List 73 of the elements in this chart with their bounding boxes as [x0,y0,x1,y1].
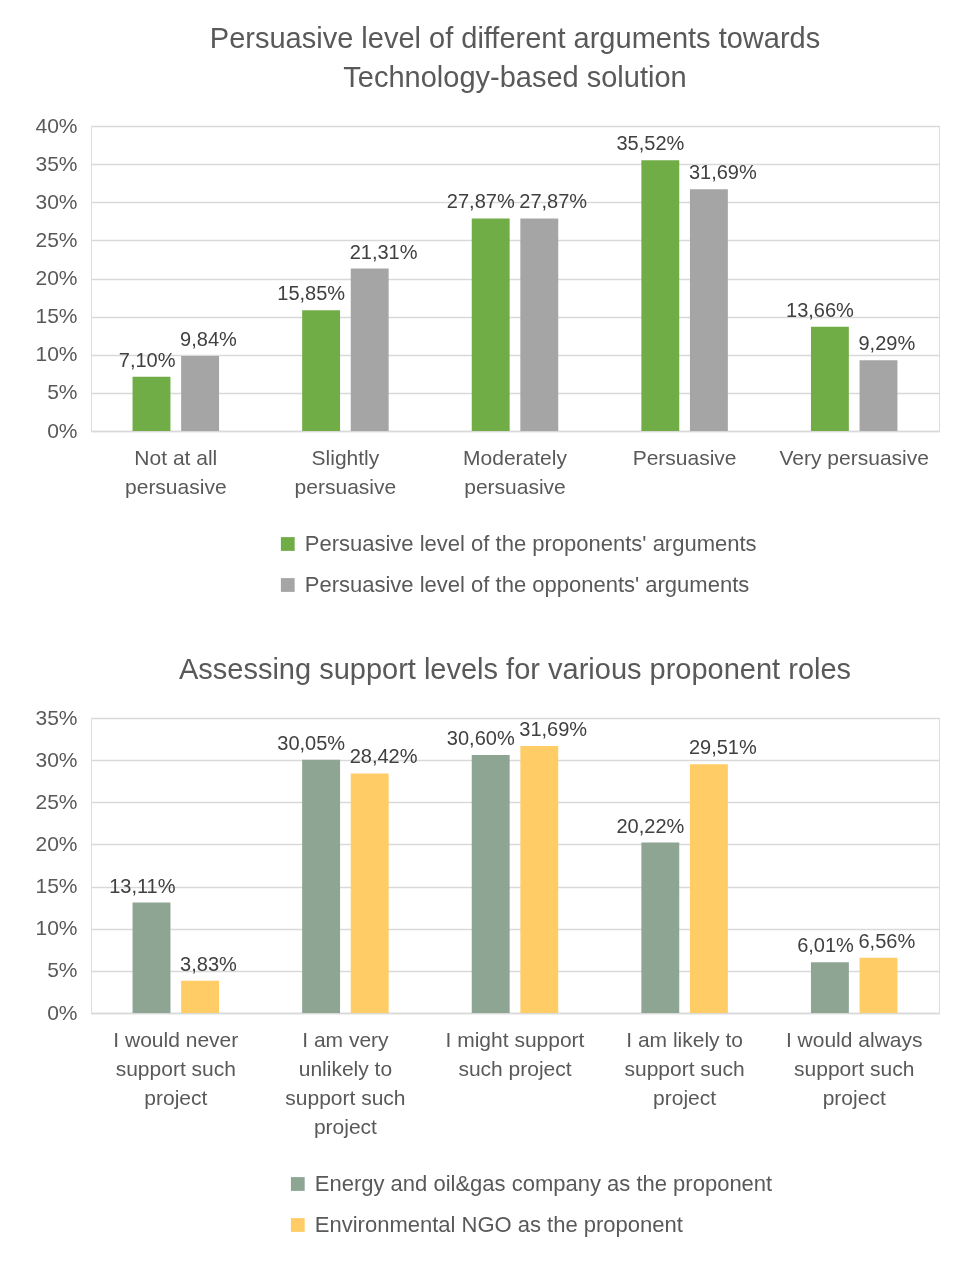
x-tick-label: I am very unlikely to support such project [285,1027,406,1138]
y-tick-label: 20% [35,266,78,289]
x-tick-label: I might support such project [445,1027,585,1080]
bar [181,355,220,431]
data-label: 30,60% [446,727,515,750]
bar [132,376,171,431]
bar [181,980,220,1013]
y-tick-label: 10% [35,916,78,940]
y-tick-label: 25% [35,227,78,251]
legend-label: Persuasive level of the opponents' arguments [304,572,750,597]
bar [859,360,898,431]
y-tick-label: 25% [35,789,78,813]
y-tick-label: 35% [35,705,78,729]
y-tick-label: 0% [47,418,78,442]
x-tick-label: I would always support such project [785,1027,923,1109]
y-tick-label: 5% [47,380,78,404]
legend-label: Persuasive level of the proponents' arguments [304,531,757,556]
data-label: 27,87% [446,190,515,213]
y-tick-label: 15% [35,304,78,328]
y-tick-label: 35% [35,151,78,175]
bar [520,745,559,1013]
bar [689,764,728,1013]
data-label: 15,85% [277,282,346,305]
y-tick-label: 30% [35,189,78,213]
bar [350,268,389,431]
y-tick-label: 40% [35,113,78,137]
y-tick-label: 10% [35,342,78,366]
x-tick-label: Moderately persuasive [463,445,568,498]
bar [302,310,341,431]
x-tick-label: I am likely to support such project [624,1027,745,1109]
x-tick-label: I would never support such project [113,1027,239,1109]
bar [471,755,510,1013]
data-label: 7,10% [118,348,176,371]
data-label: 29,51% [688,736,757,759]
data-label: 9,29% [858,332,916,355]
data-label: 30,05% [277,731,346,754]
y-tick-label: 15% [35,874,78,898]
x-tick-label: Slightly persuasive [294,445,397,498]
data-label: 20,22% [616,814,685,837]
data-label: 21,31% [349,240,418,263]
data-label: 3,83% [180,952,238,975]
bar [471,218,510,431]
bar [350,773,389,1013]
legend-label: Energy and oil&gas company as the proponent [314,1171,773,1196]
data-label: 35,52% [616,132,685,155]
bar [859,957,898,1013]
x-tick-label: Persuasive [632,445,737,469]
x-tick-label: Very persuasive [779,445,929,469]
bar [520,218,559,431]
data-label: 6,01% [797,934,855,957]
data-label: 31,69% [688,161,757,184]
bar [689,189,728,431]
chart-title: Assessing support levels for various proponent roles [178,653,852,685]
data-label: 31,69% [519,717,588,740]
x-tick-label: Not at all persuasive [125,445,227,498]
bar [810,962,849,1013]
data-label: 27,87% [519,190,588,213]
data-label: 13,66% [786,298,855,321]
y-tick-label: 5% [47,958,78,982]
chart-title: Persuasive level of different arguments towards Technology-based solution [209,22,821,93]
data-label: 9,84% [180,327,238,350]
data-label: 6,56% [858,929,916,952]
bar [641,160,680,431]
bar [641,842,680,1013]
bar [132,902,171,1013]
y-tick-label: 0% [47,1000,78,1024]
legend-label: Environmental NGO as the proponent [314,1212,683,1237]
data-label: 13,11% [109,874,176,897]
bar [810,326,849,431]
y-tick-label: 20% [35,831,78,855]
data-label: 28,42% [349,745,418,768]
y-tick-label: 30% [35,747,78,771]
bar [302,759,341,1013]
